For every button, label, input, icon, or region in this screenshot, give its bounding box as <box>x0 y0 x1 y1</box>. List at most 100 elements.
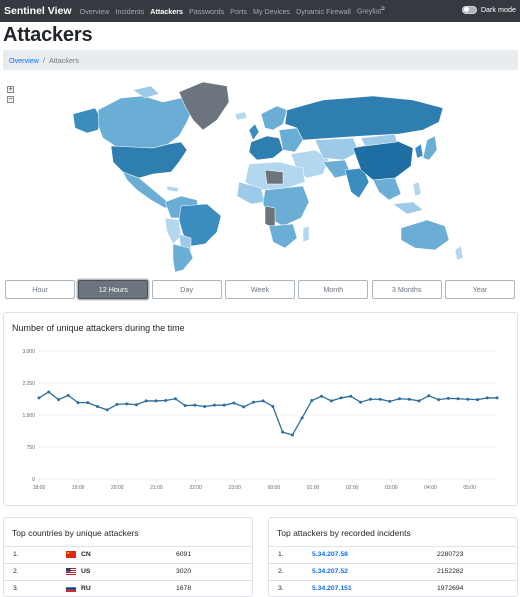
map-country-congo[interactable] <box>264 205 276 229</box>
data-point[interactable] <box>105 408 109 412</box>
nav-item-passwords[interactable]: Passwords <box>189 6 225 16</box>
data-point[interactable] <box>378 397 382 401</box>
map-country-greenland[interactable] <box>178 81 230 131</box>
brand-logo[interactable]: Sentinel View <box>4 5 72 17</box>
map-region-eastern-europe[interactable] <box>278 127 304 153</box>
data-point[interactable] <box>154 399 158 403</box>
data-point[interactable] <box>251 400 255 404</box>
data-point[interactable] <box>193 403 197 407</box>
data-point[interactable] <box>125 402 129 406</box>
data-point[interactable] <box>339 396 343 400</box>
map-country-usa[interactable] <box>110 141 188 179</box>
nav-item-attackers[interactable]: Attackers <box>150 6 184 16</box>
map-country-australia[interactable] <box>400 219 450 251</box>
map-country-korea[interactable] <box>414 143 424 159</box>
data-point[interactable] <box>203 404 207 408</box>
data-point[interactable] <box>56 398 60 402</box>
map-region-arctic-islands[interactable] <box>132 85 160 99</box>
map-country-brazil[interactable] <box>178 203 222 247</box>
data-point[interactable] <box>144 399 148 403</box>
nav-item-ports[interactable]: Ports <box>230 6 247 16</box>
data-point[interactable] <box>320 394 324 398</box>
data-point[interactable] <box>437 398 441 402</box>
map-country-russia[interactable] <box>284 95 444 141</box>
dark-mode-toggle[interactable]: Dark mode <box>461 5 516 14</box>
data-point[interactable] <box>417 399 421 403</box>
data-point[interactable] <box>76 401 80 405</box>
world-map[interactable]: + − <box>3 78 518 274</box>
data-point[interactable] <box>359 400 363 404</box>
map-country-japan[interactable] <box>422 135 438 161</box>
map-country-madagascar[interactable] <box>302 225 310 243</box>
data-point[interactable] <box>398 397 402 401</box>
data-point[interactable] <box>271 404 275 408</box>
map-region-southeast-asia[interactable] <box>372 177 402 201</box>
time-button-3-months[interactable]: 3 Months <box>371 280 442 299</box>
data-point[interactable] <box>485 396 489 400</box>
map-country-china[interactable] <box>352 139 414 181</box>
data-point[interactable] <box>261 399 265 403</box>
dark-mode-switch[interactable] <box>461 5 477 14</box>
data-point[interactable] <box>115 402 119 406</box>
map-country-india[interactable] <box>344 167 370 199</box>
data-point[interactable] <box>407 397 411 401</box>
nav-item-overview[interactable]: Overview <box>79 6 110 16</box>
data-point[interactable] <box>310 398 314 402</box>
map-country-indonesia[interactable] <box>392 201 424 215</box>
data-point[interactable] <box>456 397 460 401</box>
data-point[interactable] <box>427 394 431 398</box>
nav-item-dynamic-firewall[interactable]: Dynamic Firewall <box>296 6 351 16</box>
map-country-canada[interactable] <box>97 95 194 149</box>
map-region-west-africa[interactable] <box>236 181 266 205</box>
data-point[interactable] <box>349 394 353 398</box>
map-region-southern-africa[interactable] <box>268 223 298 249</box>
map-region-western-europe[interactable] <box>248 135 284 161</box>
data-point[interactable] <box>232 401 236 405</box>
data-point[interactable] <box>290 433 294 437</box>
map-country-alaska[interactable] <box>72 107 102 134</box>
unique-attackers-line-chart[interactable]: 0 750 1,500 2,250 3,000 18:00 19:00 20:00 21:00 2… <box>4 313 519 507</box>
map-region-central-asia[interactable] <box>314 137 360 161</box>
map-region-caribbean[interactable] <box>166 185 180 193</box>
data-point[interactable] <box>329 399 333 403</box>
nav-item-incidents[interactable]: Incidents <box>115 6 145 16</box>
map-country-new-zealand[interactable] <box>454 245 464 261</box>
zoom-in-button[interactable]: + <box>7 86 14 93</box>
data-point[interactable] <box>476 398 480 402</box>
zoom-out-button[interactable]: − <box>7 96 14 103</box>
map-country-uk[interactable] <box>248 123 260 141</box>
data-point[interactable] <box>47 390 51 394</box>
data-point[interactable] <box>300 416 304 420</box>
data-point[interactable] <box>242 405 246 409</box>
data-point[interactable] <box>183 404 187 408</box>
map-country-peru[interactable] <box>164 217 182 245</box>
map-country-libya[interactable] <box>264 169 284 185</box>
time-button-day[interactable]: Day <box>151 280 222 299</box>
nav-item-greylist[interactable]: Greylist⧉ <box>357 6 385 15</box>
attacker-ip-link[interactable]: 5.34.207.151 <box>312 585 352 592</box>
data-point[interactable] <box>86 401 90 405</box>
time-button-month[interactable]: Month <box>298 280 369 299</box>
breadcrumb-overview-link[interactable]: Overview <box>9 55 39 65</box>
time-button-week[interactable]: Week <box>224 280 295 299</box>
data-point[interactable] <box>164 398 168 402</box>
data-point[interactable] <box>388 399 392 403</box>
map-country-argentina[interactable] <box>172 243 194 273</box>
data-point[interactable] <box>212 403 216 407</box>
attacker-ip-link[interactable]: 5.34.207.58 <box>312 551 348 558</box>
map-country-iceland[interactable] <box>234 111 248 121</box>
data-point[interactable] <box>222 403 226 407</box>
time-button-hour[interactable]: Hour <box>5 280 75 299</box>
map-country-philippines[interactable] <box>412 181 422 197</box>
map-country-mongolia[interactable] <box>360 133 398 147</box>
data-point[interactable] <box>134 403 138 407</box>
data-point[interactable] <box>37 396 41 400</box>
data-point[interactable] <box>66 393 70 397</box>
nav-item-my-devices[interactable]: My Devices <box>252 6 291 16</box>
data-point[interactable] <box>95 404 99 408</box>
data-point[interactable] <box>281 430 285 434</box>
time-button-12-hours[interactable]: 12 Hours <box>78 280 149 299</box>
time-button-year[interactable]: Year <box>444 280 515 299</box>
data-point[interactable] <box>446 396 450 400</box>
data-point[interactable] <box>368 397 372 401</box>
